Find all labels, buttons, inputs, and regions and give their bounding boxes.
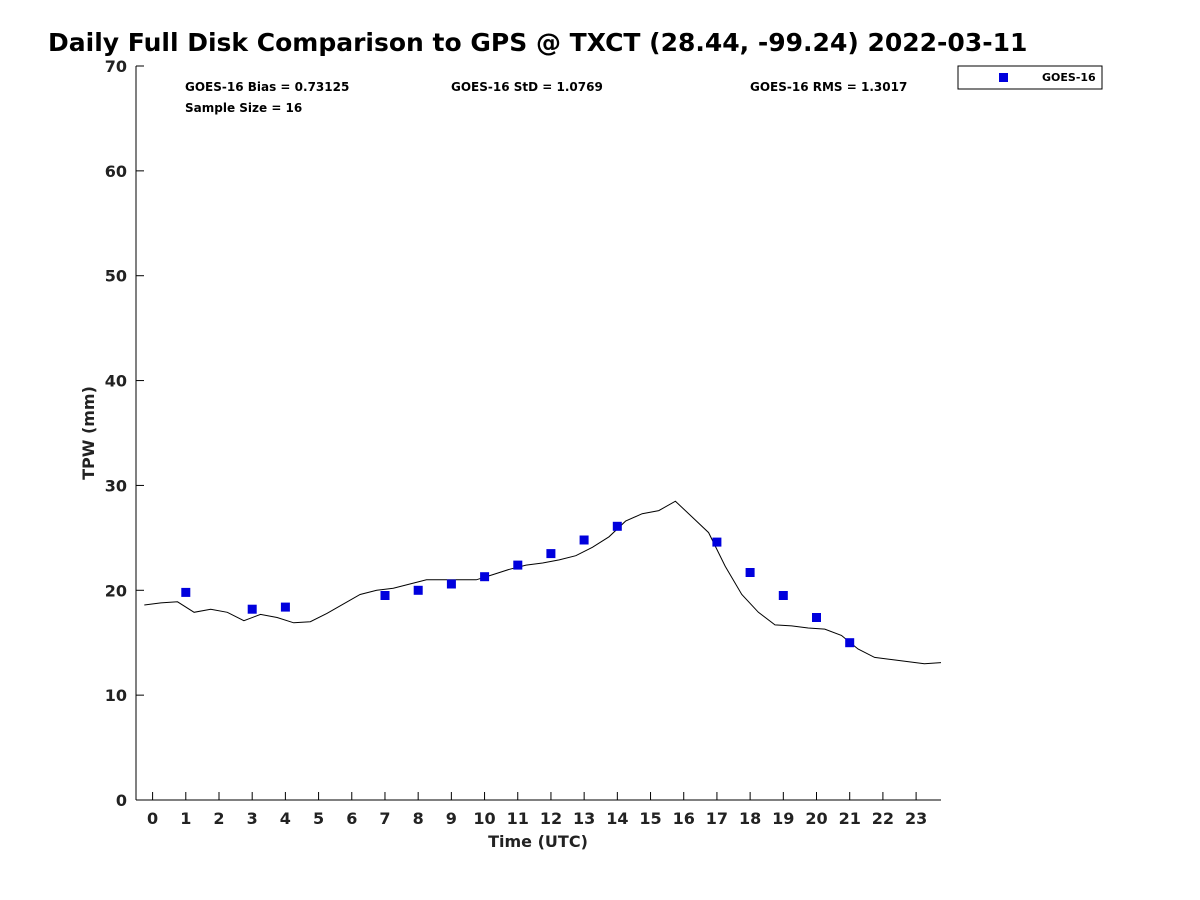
x-tick-label: 18 — [739, 809, 761, 828]
goes16-point — [845, 638, 855, 648]
goes16-point — [181, 587, 191, 597]
legend: GOES-16 — [957, 65, 1103, 90]
std-stat: GOES-16 StD = 1.0769 — [451, 80, 603, 94]
goes16-point — [380, 591, 390, 600]
x-tick-label: 14 — [606, 809, 628, 828]
y-tick-label: 50 — [105, 267, 127, 286]
goes16-points-layer — [181, 521, 855, 648]
y-tick-label: 60 — [105, 162, 127, 181]
goes16-point — [778, 591, 788, 600]
gps-tpw-line — [144, 500, 942, 665]
x-tick-label: 16 — [673, 809, 695, 828]
sample-size-stat: Sample Size = 16 — [185, 101, 302, 115]
x-tick-label: 8 — [413, 809, 424, 828]
x-tick-label: 22 — [872, 809, 894, 828]
axes: 0 1 2 3 4 5 6 7 8 9 10 11 12 13 14 15 16 17 18 19 20 21 22 2301… — [105, 57, 941, 828]
x-tick-label: 17 — [706, 809, 728, 828]
legend-label-goes16: GOES-16 — [1042, 71, 1096, 84]
legend-box — [957, 65, 1103, 90]
y-tick-label: 10 — [105, 686, 127, 705]
goes16-point — [480, 572, 490, 582]
y-tick-label: 70 — [105, 57, 127, 76]
goes16-point — [579, 535, 589, 545]
x-tick-label: 0 — [147, 809, 158, 828]
x-tick-label: 1 — [180, 809, 191, 828]
gps-line-layer — [144, 500, 942, 665]
y-tick-label: 20 — [105, 581, 127, 600]
bias-stat: GOES-16 Bias = 0.73125 — [185, 80, 349, 94]
legend-marker-goes16 — [999, 73, 1008, 82]
x-tick-label: 11 — [507, 809, 529, 828]
y-tick-label: 30 — [105, 476, 127, 495]
x-tick-label: 2 — [213, 809, 224, 828]
goes16-point — [745, 568, 755, 577]
chart-title: Daily Full Disk Comparison to GPS @ TXCT… — [48, 28, 1028, 57]
x-tick-label: 5 — [313, 809, 324, 828]
x-tick-label: 21 — [839, 809, 861, 828]
x-tick-label: 10 — [473, 809, 495, 828]
goes16-point — [247, 604, 257, 614]
x-tick-label: 23 — [905, 809, 927, 828]
y-tick-label: 40 — [105, 372, 127, 391]
x-tick-label: 19 — [772, 809, 794, 828]
goes16-point — [546, 549, 556, 559]
y-axis-label: TPW (mm) — [79, 386, 98, 480]
x-tick-label: 7 — [379, 809, 390, 828]
x-tick-label: 4 — [280, 809, 291, 828]
goes16-point — [612, 521, 622, 531]
x-tick-label: 9 — [446, 809, 457, 828]
goes16-point — [413, 585, 423, 595]
x-axis-label: Time (UTC) — [488, 832, 588, 851]
goes16-point — [280, 602, 290, 612]
x-tick-label: 13 — [573, 809, 595, 828]
y-tick-label: 0 — [116, 791, 127, 810]
x-tick-label: 3 — [247, 809, 258, 828]
x-tick-label: 12 — [540, 809, 562, 828]
x-tick-label: 6 — [346, 809, 357, 828]
goes16-point — [513, 560, 523, 570]
goes16-point — [446, 579, 456, 589]
x-tick-label: 20 — [805, 809, 827, 828]
x-tick-label: 15 — [639, 809, 661, 828]
goes16-point — [812, 613, 821, 622]
goes16-point — [712, 537, 722, 547]
rms-stat: GOES-16 RMS = 1.3017 — [750, 80, 907, 94]
